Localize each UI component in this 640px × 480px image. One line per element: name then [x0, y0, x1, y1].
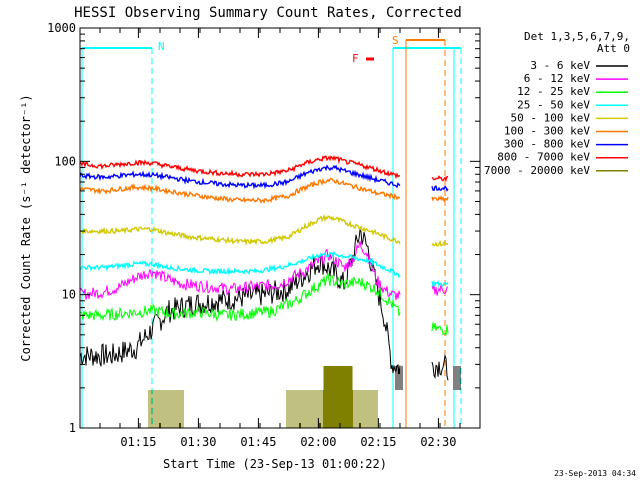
series-layer [79, 154, 449, 381]
y-tick-label: 1000 [47, 21, 76, 35]
y-tick-label: 100 [54, 154, 76, 168]
x-tick-label: 02:15 [360, 435, 396, 449]
series-line-1-seg-0 [79, 240, 401, 301]
legend-header-line-2: Att 0 [597, 42, 630, 55]
y-tick-label: 1 [69, 421, 76, 435]
x-tick-label: 01:45 [240, 435, 276, 449]
flare-label: F [352, 52, 359, 65]
y-axis: 1 10 100 1000 [47, 21, 480, 435]
footer-date: 23-Sep-2013 04:34 [554, 469, 636, 478]
x-tick-label: 02:30 [420, 435, 456, 449]
legend-label: 25 - 50 keV [517, 98, 590, 111]
series-line-0-seg-1 [431, 353, 449, 381]
legend-label: 100 - 300 keV [504, 125, 590, 138]
legend-label: 7000 - 20000 keV [484, 164, 590, 177]
series-line-4-seg-0 [79, 213, 401, 247]
legend-label: 6 - 12 keV [524, 72, 591, 85]
series-line-6-seg-1 [431, 185, 449, 192]
legend-label: 50 - 100 keV [511, 111, 591, 124]
saa-label: S [392, 34, 399, 47]
x-axis-label: Start Time (23-Sep-13 01:00:22) [163, 457, 387, 471]
series-line-5-seg-0 [79, 177, 401, 205]
series-line-0-seg-0 [79, 227, 401, 374]
legend-header-line-1: Det 1,3,5,6,7,9, [524, 30, 630, 43]
chart-title: HESSI Observing Summary Count Rates, Cor… [74, 5, 462, 21]
series-line-1-seg-1 [431, 284, 449, 296]
series-line-3-seg-0 [79, 250, 401, 279]
series-line-4-seg-1 [431, 239, 449, 247]
x-tick-label: 02:00 [300, 435, 336, 449]
series-line-6-seg-0 [79, 164, 401, 190]
legend-label: 3 - 6 keV [530, 59, 590, 72]
x-axis: 01:15 01:30 01:45 02:00 02:15 02:30 [79, 28, 481, 449]
series-line-7-seg-1 [431, 175, 449, 182]
series-line-5-seg-1 [431, 195, 449, 203]
legend-label: 300 - 800 keV [504, 138, 590, 151]
series-line-7-seg-0 [79, 154, 401, 180]
observing-bands: N S F [81, 34, 462, 428]
y-axis-label: Corrected Count Rate (s⁻¹ detector⁻¹) [19, 94, 33, 361]
series-line-2-seg-0 [79, 272, 401, 322]
x-tick-label: 01:30 [180, 435, 216, 449]
legend-label: 12 - 25 keV [517, 85, 590, 98]
series-line-2-seg-1 [431, 322, 449, 337]
series-line-3-seg-1 [431, 279, 449, 288]
night-label: N [158, 40, 165, 53]
y-tick-label: 10 [62, 288, 76, 302]
legend-label: 800 - 7000 keV [497, 151, 590, 164]
x-tick-label: 01:15 [120, 435, 156, 449]
